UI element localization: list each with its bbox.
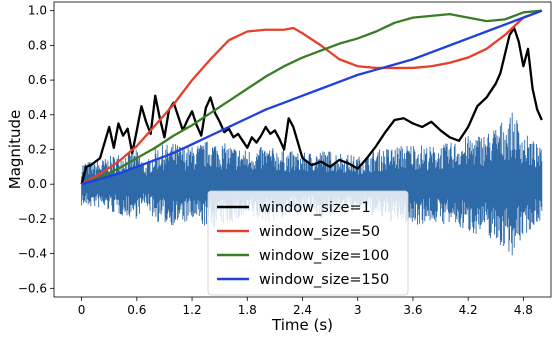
legend: window_size=1 window_size=50 window_size=1… [207,190,409,296]
y-tick-label: −0.4 [18,247,47,261]
y-tick-label: 0.4 [28,108,47,122]
y-tick-label: 0.0 [28,177,47,191]
legend-label: window_size=100 [259,248,389,264]
y-tick-label: 1.0 [28,4,47,18]
legend-label: window_size=50 [259,224,380,240]
x-tick-label: 3.6 [403,303,422,317]
series-line-3 [81,9,542,186]
x-tick-label: 3 [354,303,362,317]
y-tick-label: 0.8 [28,38,47,52]
legend-box [207,190,409,296]
waveform-layer [81,112,543,256]
ticks-layer: 0 0.6 1.2 1.8 2.4 3 3.6 4.2 4.8 −0.6 −0.4 −0.2 0.0 0.… [18,4,533,317]
series-line-1 [80,26,543,185]
waveform-trace [81,112,543,256]
x-tick-label: 4.8 [514,303,533,317]
series-layer [80,9,543,186]
legend-label: window_size=150 [259,272,389,288]
series-line-4 [81,9,543,186]
x-tick-label: 0 [78,303,86,317]
y-tick-label: 0.6 [28,73,47,87]
series-line-2 [81,9,543,186]
x-tick-label: 2.4 [293,303,312,317]
x-tick-label: 1.8 [238,303,257,317]
x-tick-label: 4.2 [459,303,478,317]
y-axis-label: Magnitude [6,110,24,189]
x-tick-label: 0.6 [127,303,146,317]
y-tick-label: −0.2 [18,212,47,226]
x-axis-label: Time (s) [271,316,333,334]
legend-label: window_size=1 [259,200,371,216]
y-tick-label: −0.6 [18,281,47,295]
x-tick-label: 1.2 [183,303,202,317]
y-tick-label: 0.2 [28,143,47,157]
